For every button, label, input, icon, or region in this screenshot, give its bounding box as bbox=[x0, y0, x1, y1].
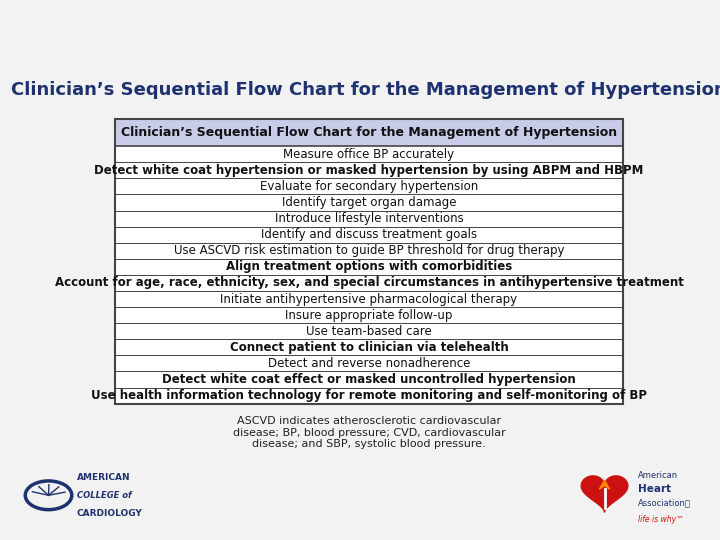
Text: Use ASCVD risk estimation to guide BP threshold for drug therapy: Use ASCVD risk estimation to guide BP th… bbox=[174, 244, 564, 257]
Text: Initiate antihypertensive pharmacological therapy: Initiate antihypertensive pharmacologica… bbox=[220, 293, 518, 306]
Text: Identify and discuss treatment goals: Identify and discuss treatment goals bbox=[261, 228, 477, 241]
Bar bbox=[115, 291, 623, 307]
Bar bbox=[115, 194, 623, 211]
Text: Evaluate for secondary hypertension: Evaluate for secondary hypertension bbox=[260, 180, 478, 193]
Polygon shape bbox=[599, 480, 610, 489]
Bar bbox=[115, 339, 623, 355]
Text: Clinician’s Sequential Flow Chart for the Management of Hypertension: Clinician’s Sequential Flow Chart for th… bbox=[121, 126, 617, 139]
Bar bbox=[115, 372, 623, 388]
Text: Introduce lifestyle interventions: Introduce lifestyle interventions bbox=[274, 212, 464, 225]
Text: Identify target organ damage: Identify target organ damage bbox=[282, 196, 456, 209]
Bar bbox=[115, 355, 623, 372]
Text: Align treatment options with comorbidities: Align treatment options with comorbiditi… bbox=[226, 260, 512, 273]
Text: life is why™: life is why™ bbox=[638, 515, 684, 524]
Text: Use team-based care: Use team-based care bbox=[306, 325, 432, 338]
Text: Clinician’s Sequential Flow Chart for the Management of Hypertension: Clinician’s Sequential Flow Chart for th… bbox=[12, 82, 720, 99]
Bar bbox=[115, 323, 623, 339]
Text: Detect and reverse nonadherence: Detect and reverse nonadherence bbox=[268, 357, 470, 370]
Bar bbox=[115, 146, 623, 163]
Bar bbox=[115, 119, 623, 404]
Text: Detect white coat effect or masked uncontrolled hypertension: Detect white coat effect or masked uncon… bbox=[162, 373, 576, 386]
Text: Heart: Heart bbox=[638, 484, 671, 494]
Text: ASCVD indicates atherosclerotic cardiovascular
disease; BP, blood pressure; CVD,: ASCVD indicates atherosclerotic cardiova… bbox=[233, 416, 505, 449]
Text: Insure appropriate follow-up: Insure appropriate follow-up bbox=[285, 309, 453, 322]
Bar bbox=[115, 227, 623, 243]
Text: Detect white coat hypertension or masked hypertension by using ABPM and HBPM: Detect white coat hypertension or masked… bbox=[94, 164, 644, 177]
Text: Connect patient to clinician via telehealth: Connect patient to clinician via telehea… bbox=[230, 341, 508, 354]
Bar bbox=[115, 259, 623, 275]
Bar bbox=[115, 307, 623, 323]
Text: Measure office BP accurately: Measure office BP accurately bbox=[284, 148, 454, 161]
Bar bbox=[115, 163, 623, 178]
Text: Account for age, race, ethnicity, sex, and special circumstances in antihyperten: Account for age, race, ethnicity, sex, a… bbox=[55, 276, 683, 289]
Bar bbox=[115, 243, 623, 259]
Bar bbox=[115, 211, 623, 227]
Text: CARDIOLOGY: CARDIOLOGY bbox=[77, 509, 143, 518]
Bar bbox=[115, 178, 623, 194]
Polygon shape bbox=[581, 476, 628, 512]
Text: American: American bbox=[638, 471, 678, 480]
Bar bbox=[115, 388, 623, 404]
Bar bbox=[115, 275, 623, 291]
Text: AMERICAN: AMERICAN bbox=[77, 474, 130, 482]
Text: COLLEGE of: COLLEGE of bbox=[77, 491, 131, 500]
Bar bbox=[115, 119, 623, 146]
Text: Association⸺: Association⸺ bbox=[638, 498, 691, 508]
Text: Use health information technology for remote monitoring and self-monitoring of B: Use health information technology for re… bbox=[91, 389, 647, 402]
